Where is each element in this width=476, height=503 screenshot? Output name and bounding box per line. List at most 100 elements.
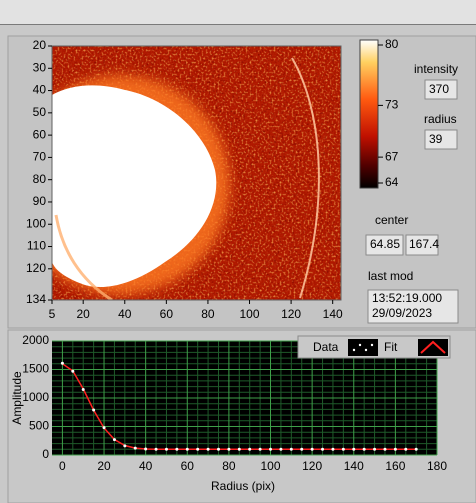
indicator-box — [405, 234, 439, 256]
control-label: center — [375, 213, 408, 227]
x-tick-label: 180 — [427, 459, 447, 473]
data-point — [123, 444, 127, 448]
data-point — [237, 447, 241, 451]
legend-swatch-line — [420, 340, 446, 354]
data-point — [227, 447, 231, 451]
y-tick-label: 2000 — [22, 333, 49, 347]
image-frame — [51, 45, 342, 301]
indicator-value: 64.85 — [370, 237, 400, 251]
x-tick-label: 60 — [181, 459, 195, 473]
data-point — [175, 447, 179, 451]
data-point — [362, 447, 366, 451]
y-tick-label: 1500 — [22, 362, 49, 376]
data-point — [206, 447, 210, 451]
data-point — [269, 447, 273, 451]
data-point — [196, 447, 200, 451]
legend-swatch-dot — [370, 343, 374, 347]
data-point — [60, 361, 64, 365]
colorbar — [359, 39, 379, 189]
legend-swatch-dot — [364, 348, 368, 352]
x-tick-label: 80 — [222, 459, 236, 473]
control-label: last mod — [368, 269, 413, 283]
x-tick-label: 0 — [59, 459, 66, 473]
control-label: intensity — [414, 62, 458, 76]
x-axis-title: Radius (pix) — [211, 479, 275, 493]
data-point — [393, 447, 397, 451]
indicator-value: 29/09/2023 — [372, 306, 432, 320]
x-tick-label: 60 — [160, 307, 174, 321]
y-tick-label: 120 — [26, 261, 46, 275]
data-point — [164, 447, 168, 451]
y-tick-label: 100 — [26, 216, 46, 230]
x-tick-label: 100 — [260, 459, 280, 473]
y-tick-label: 134 — [26, 292, 46, 306]
y-tick-label: 30 — [33, 60, 47, 74]
indicator-value: 167.4 — [409, 237, 439, 251]
data-point — [373, 447, 377, 451]
y-tick-label: 80 — [33, 172, 47, 186]
y-tick-label: 0 — [42, 447, 49, 461]
data-point — [185, 447, 189, 451]
x-tick-label: 40 — [139, 459, 153, 473]
x-tick-label: 20 — [77, 307, 91, 321]
x-tick-label: 100 — [240, 307, 260, 321]
colorbar-tick-label: 80 — [385, 37, 399, 51]
data-point — [92, 408, 96, 412]
y-tick-label: 110 — [27, 239, 46, 253]
legend-label: Fit — [384, 340, 398, 354]
data-point — [279, 447, 283, 451]
legend-swatch — [348, 339, 378, 356]
x-tick-label: 120 — [281, 307, 301, 321]
y-tick-label: 40 — [33, 83, 47, 97]
data-point — [331, 447, 335, 451]
x-tick-label: 140 — [344, 459, 364, 473]
grid — [52, 340, 438, 456]
ring-arc — [54, 214, 113, 300]
data-point — [258, 447, 262, 451]
colorbar-tick-label: 73 — [385, 98, 399, 112]
y-tick-label: 500 — [29, 419, 49, 433]
data-point — [404, 447, 408, 451]
indicator-value: 39 — [429, 132, 443, 146]
ring-arc — [291, 57, 320, 299]
y-tick-label: 20 — [33, 38, 47, 52]
blob — [52, 85, 217, 288]
x-tick-label: 40 — [118, 307, 132, 321]
indicator-box — [424, 129, 458, 150]
data-point — [248, 447, 252, 451]
y-tick-label: 90 — [33, 194, 47, 208]
indicator-value: 370 — [429, 82, 449, 96]
y-tick-label: 50 — [33, 105, 47, 119]
data-point — [133, 446, 137, 450]
y-tick-label: 60 — [33, 127, 47, 141]
data-point — [300, 447, 304, 451]
x-tick-label: 140 — [323, 307, 343, 321]
y-axis-title: Amplitude — [10, 371, 24, 425]
control-label: radius — [424, 112, 457, 126]
x-tick-label: 5 — [49, 307, 56, 321]
data-point — [144, 447, 148, 451]
data-point — [81, 387, 85, 391]
data-point — [289, 447, 293, 451]
data-point — [102, 426, 106, 430]
legend-swatch — [418, 339, 448, 356]
legend-swatch-dot — [352, 348, 356, 352]
x-tick-label: 120 — [302, 459, 322, 473]
data-point — [71, 369, 75, 373]
y-tick-label: 70 — [33, 150, 47, 164]
indicator-value: 13:52:19.000 — [372, 291, 442, 305]
legend-swatch-dot — [358, 343, 362, 347]
y-tick-label: 1000 — [22, 390, 49, 404]
title-strip — [0, 0, 476, 24]
x-tick-label: 80 — [201, 307, 215, 321]
data-point — [383, 447, 387, 451]
data-point — [154, 447, 158, 451]
data-point — [414, 447, 418, 451]
indicator-box — [365, 234, 404, 256]
intensity-image — [52, 46, 341, 300]
x-tick-label: 20 — [97, 459, 111, 473]
x-tick-label: 160 — [385, 459, 405, 473]
data-point — [310, 447, 314, 451]
colorbar-tick-label: 64 — [385, 175, 399, 189]
